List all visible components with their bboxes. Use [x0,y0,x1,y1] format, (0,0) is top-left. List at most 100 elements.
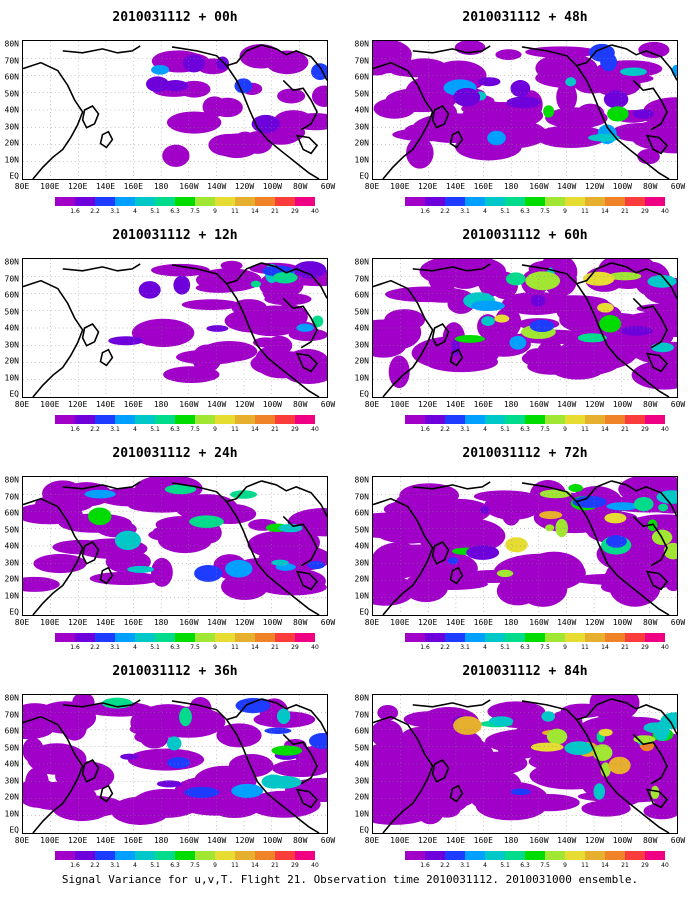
lon-tick-label: 60W [320,400,336,409]
lat-tick-label: EQ [359,171,369,181]
lon-tick-label: 80W [642,400,658,409]
colorbar-label: 40 [311,644,319,651]
colorbar-swatch [55,197,75,206]
variance-region-high [608,756,631,775]
coastline [412,699,491,708]
lon-tick-label: 100W [612,618,632,627]
coastline [62,699,141,708]
variance-region-high [650,785,660,800]
colorbar-label: 11 [581,208,589,215]
lat-tick-label: 20N [4,574,19,584]
colorbar-label: 7.5 [190,208,200,215]
lat-tick-label: 60N [4,726,19,736]
variance-region-high [487,130,506,146]
lat-tick-label: 10N [354,373,369,382]
lat-tick-label: 40N [4,541,19,551]
colorbar-swatch [195,851,215,860]
colorbar-swatch [625,851,645,860]
variance-region-high [597,302,614,313]
colorbar-label: 9 [213,862,217,869]
variance-region-high [453,716,482,735]
variance-region [23,778,59,808]
lon-tick-label: 80E [364,618,380,627]
variance-region-high [296,323,314,332]
lat-tick-label: 30N [4,340,19,349]
colorbar-label: 1.6 [420,862,430,869]
variance-region-high [632,109,655,119]
lon-tick-label: 120E [67,182,88,191]
lat-tick-label: 60N [4,290,19,300]
coastline [632,79,668,131]
lon-tick-label: 140E [95,400,116,409]
variance-region [59,772,96,790]
variance-region [406,550,478,587]
colorbar-swatch [445,633,465,642]
lat-tick-label: EQ [9,171,19,181]
lon-tick-label: 100W [612,182,632,191]
variance-region-high [619,67,647,76]
colorbar-label: 21 [621,208,629,215]
colorbar-label: 14 [251,208,259,215]
variance-region [167,111,222,134]
colorbar-swatch [465,415,485,424]
colorbar-swatch [155,633,175,642]
variance-region [373,332,407,358]
colorbar-label: 4 [133,862,137,869]
variance-region [129,720,205,738]
colorbar-swatch [195,633,215,642]
colorbar-swatch [75,633,95,642]
coastline [611,480,677,517]
lon-tick-label: 80E [364,182,380,191]
coastline [81,541,100,565]
variance-region-high [606,502,639,511]
variance-region-high [529,319,555,333]
variance-region-high [166,736,182,751]
colorbar-label: 21 [271,644,279,651]
lon-tick-label: 80W [642,836,658,845]
coastline [62,263,141,272]
variance-region [27,743,87,775]
lon-tick-label: 100E [390,836,410,845]
lat-tick-label: 20N [354,138,369,148]
lon-tick-label: 80W [292,836,308,845]
variance-region-high [603,90,629,109]
lon-tick-label: 120E [67,400,88,409]
colorbar-swatch [565,415,585,424]
colorbar-label: 14 [601,426,609,433]
colorbar-swatch [195,197,215,206]
coastline [81,759,100,783]
colorbar-label: 21 [621,862,629,869]
variance-region [162,144,190,167]
variance-region [373,769,418,808]
lon-tick-label: 180 [503,836,519,845]
coastline [99,566,114,585]
lon-tick-label: 140W [557,182,577,191]
colorbar-swatch [295,415,315,424]
colorbar-swatch [275,851,295,860]
colorbar-swatch [545,633,565,642]
lon-tick-label: 120E [67,836,88,845]
variance-region-high [307,560,325,570]
lon-tick-label: 160E [473,836,493,845]
variance-region [434,764,468,805]
colorbar-label: 14 [251,862,259,869]
variance-region-high [530,294,546,307]
variance-region-high [127,565,155,573]
variance-region-high [264,727,292,735]
colorbar-swatch [565,197,585,206]
panel-title: 2010031112 + 60h [462,228,588,243]
variance-region-high [565,77,577,87]
lon-tick-label: 180 [503,618,519,627]
variance-region [601,779,645,807]
colorbar-swatch [625,415,645,424]
lon-tick-label: 80E [14,400,30,409]
lon-tick-label: 140E [445,400,466,409]
variance-region-high [447,557,459,565]
coastline [295,788,319,809]
variance-region-high [510,788,531,796]
lat-tick-label: 60N [4,72,19,82]
lon-tick-label: 100E [390,400,410,409]
panel-title: 2010031112 + 12h [112,228,238,243]
lat-tick-label: 30N [354,558,369,567]
variance-region-high [308,733,327,749]
